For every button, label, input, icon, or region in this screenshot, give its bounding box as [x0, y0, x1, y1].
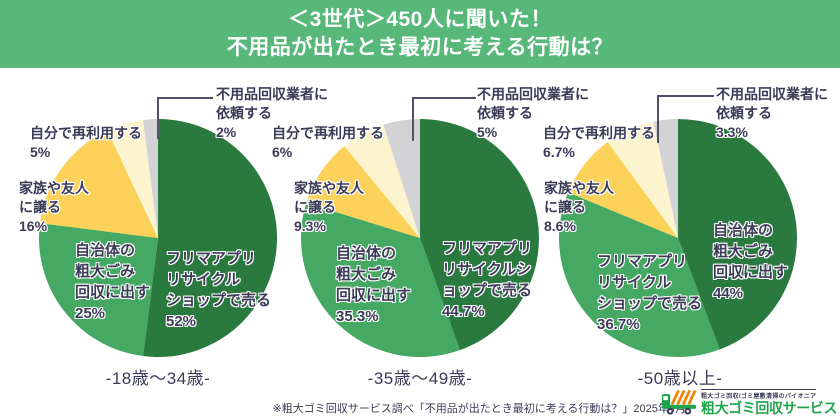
label-collector-18-34: 不用品回収業者に 依頼する 2%	[216, 86, 328, 140]
title-line-1: ＜3世代＞450人に聞いた！	[288, 8, 552, 31]
label-reuse-50-plus: 自分で再利用する 6.7%	[543, 125, 655, 160]
label-municipal-50-plus: 自治体の 粗大ごみ 回収に出す 44%	[713, 222, 789, 302]
pie-slice-cream	[107, 119, 158, 238]
pie-slice-mid_green	[558, 192, 720, 358]
label-municipal-35-49: 自治体の 粗大ごみ 回収に出す 35.3%	[336, 245, 412, 325]
title-line-2: 不用品が出たとき最初に考える行動は？	[226, 36, 614, 59]
label-family-18-34: 家族や友人 に譲る 16%	[19, 180, 89, 234]
truck-icon	[661, 389, 697, 415]
pie-slice-mid_green	[39, 223, 158, 357]
pie-slice-cream	[607, 121, 678, 238]
brand-logo: 粗大ゴミ回収/ゴミ屋敷清掃のパイオニア 粗大ゴミ回収サービス	[661, 387, 837, 416]
leader-line-vertical-35-49	[412, 97, 414, 141]
pie-slice-gray	[653, 119, 678, 238]
leader-line-horizontal-35-49	[412, 97, 476, 99]
label-municipal-18-34: 自治体の 粗大ごみ 回収に出す 25%	[75, 242, 151, 322]
label-reuse-35-49: 自分で再利用する 6%	[272, 125, 384, 160]
leader-line-horizontal-18-34	[157, 97, 213, 99]
pie-chart-35-49	[300, 119, 539, 357]
label-fleamarket-18-34: フリマアプリ リサイクル ショップで売る 52%	[166, 250, 272, 330]
age-group-caption-35-49: -35歳〜49歳-	[367, 369, 473, 388]
logo-text: 粗大ゴミ回収/ゴミ屋敷清掃のパイオニア 粗大ゴミ回収サービス	[701, 389, 837, 416]
survey-note: ※粗大ゴミ回収サービス調べ「不用品が出たとき最初に考える行動は？」2025年9月	[272, 403, 686, 415]
age-group-caption-50-plus: -50歳以上-	[637, 369, 723, 388]
label-collector-50-plus: 不用品回収業者に 依頼する 3.3%	[716, 86, 828, 140]
label-fleamarket-35-49: フリマアプリ リサイクルシ ョップで売る 44.7%	[442, 240, 533, 320]
age-group-caption-18-34: -18歳〜34歳-	[105, 369, 211, 388]
label-family-50-plus: 家族や友人 に譲る 8.6%	[544, 180, 614, 234]
pie-slice-dark_green	[143, 119, 278, 357]
label-reuse-18-34: 自分で再利用する 5%	[30, 125, 142, 160]
label-family-35-49: 家族や友人 に譲る 9.3%	[294, 180, 364, 234]
pie-chart-50-plus	[558, 119, 798, 358]
leader-line-vertical-50-plus	[657, 95, 659, 143]
pie-slice-yellow	[568, 142, 678, 238]
pie-slice-cream	[344, 124, 420, 238]
pie-slice-gray	[383, 119, 420, 238]
leader-line-vertical-18-34	[157, 97, 159, 139]
header-banner: ＜3世代＞450人に聞いた！ 不用品が出たとき最初に考える行動は？	[0, 0, 840, 68]
pie-slice-mid_green	[300, 202, 460, 357]
pie-slice-dark_green	[678, 119, 798, 350]
pie-slice-gray	[143, 119, 158, 238]
pie-slice-dark_green	[420, 119, 539, 351]
pie-slice-yellow	[39, 130, 158, 238]
pie-chart-18-34	[39, 119, 278, 357]
label-fleamarket-50-plus: フリマアプリ リサイクル ショップで売る 36.7%	[597, 253, 703, 333]
pie-slice-yellow	[306, 146, 420, 238]
logo-name: 粗大ゴミ回収サービス	[701, 400, 837, 416]
leader-line-horizontal-50-plus	[657, 95, 714, 97]
label-collector-35-49: 不用品回収業者に 依頼する 5%	[477, 86, 589, 140]
logo-tagline: 粗大ゴミ回収/ゴミ屋敷清掃のパイオニア	[701, 389, 817, 400]
